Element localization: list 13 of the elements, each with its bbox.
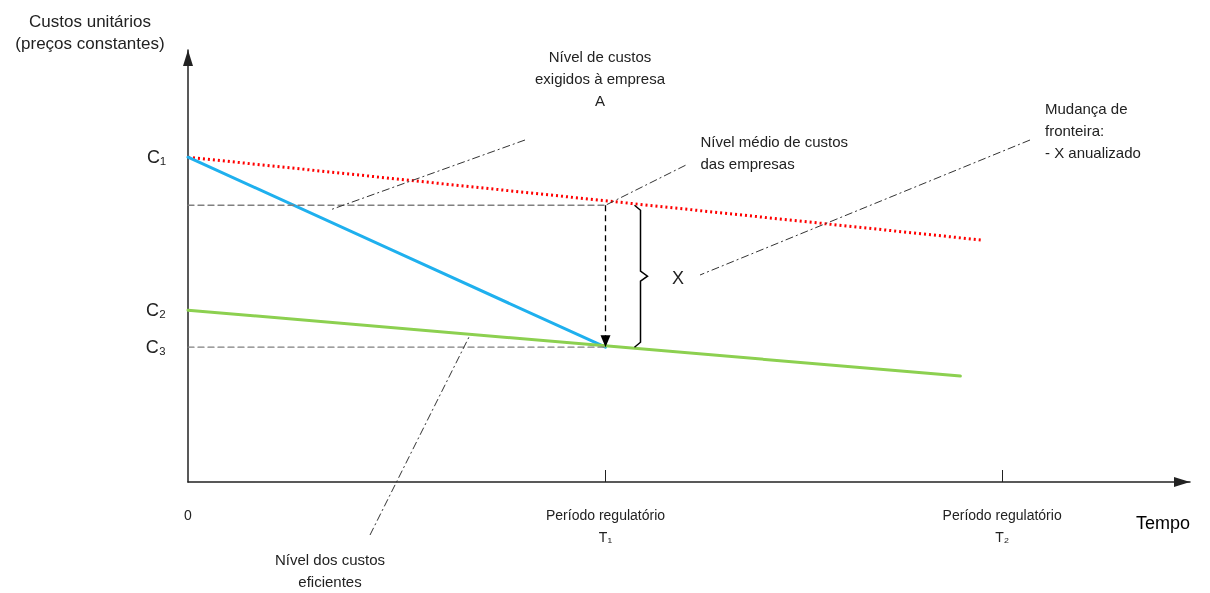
text: Nível de custos exigidos à empresa A <box>534 47 666 109</box>
annotation: X <box>671 268 685 288</box>
x-tick-label: 0 <box>184 507 193 523</box>
x-tick-label: Período regulatório T₁ <box>545 507 666 545</box>
x-tick-label: Período regulatório T₂ <box>942 507 1062 545</box>
annotation: C₂ <box>146 300 166 321</box>
annotation: C₃ <box>145 337 166 358</box>
text: Custos unitários (preços constantes) <box>15 11 165 53</box>
annotation: Nível médio de custos das empresas <box>700 132 849 172</box>
text: Nível dos custos eficientes <box>274 550 386 590</box>
annotation: Mudança de fronteira: - X anualizado <box>1045 99 1141 161</box>
annotation: C₁ <box>146 147 166 168</box>
x-axis-title: Tempo <box>1135 513 1190 533</box>
